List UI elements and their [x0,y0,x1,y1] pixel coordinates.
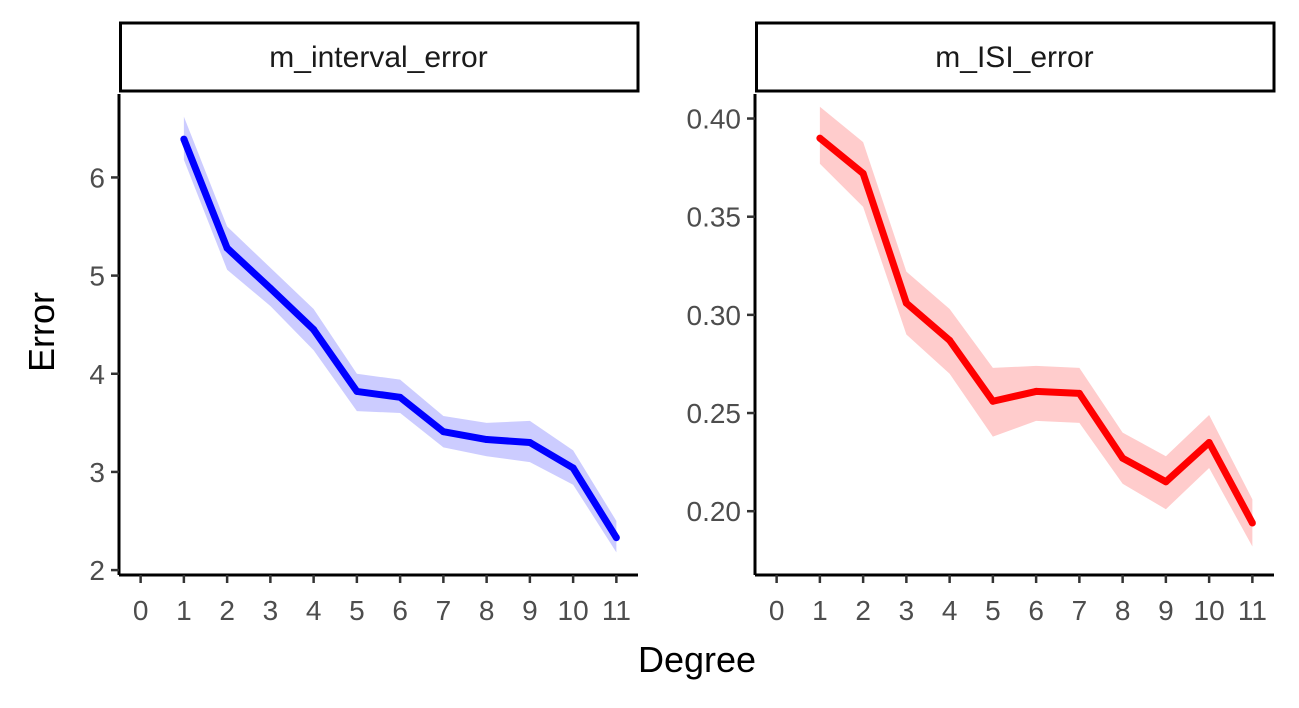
data-point [902,299,910,307]
x-tick-label: 7 [1072,595,1088,626]
confidence-ribbon [819,106,1253,547]
confidence-ribbon [183,116,617,553]
x-tick-label: 4 [942,595,958,626]
x-tick-label: 8 [1115,595,1131,626]
y-tick-label: 4 [89,359,105,390]
data-point [859,170,867,178]
data-point [180,135,188,143]
data-point [1075,389,1083,397]
x-tick-label: 3 [263,595,279,626]
data-point [1162,478,1170,486]
x-tick-label: 10 [1194,595,1225,626]
y-tick-label: 5 [89,261,105,292]
y-tick-label: 0.40 [687,104,742,135]
x-tick-label: 2 [219,595,235,626]
x-tick-label: 5 [985,595,1001,626]
series-line [180,137,620,540]
x-tick-label: 2 [855,595,871,626]
facet-strip-label: m_interval_error [269,41,487,74]
x-tick-label: 8 [479,595,495,626]
x-tick-label: 9 [522,595,538,626]
data-point [816,134,824,142]
data-point [1119,454,1127,462]
x-tick-label: 0 [769,595,785,626]
facet-strip-label: m_ISI_error [935,41,1093,74]
x-tick-label: 1 [176,595,192,626]
x-tick-label: 4 [306,595,322,626]
data-point [223,244,231,252]
y-tick-label: 3 [89,457,105,488]
data-point [946,336,954,344]
data-point [396,393,404,401]
series-line [817,135,1256,525]
x-tick-label: 5 [349,595,365,626]
x-tick-label: 11 [1238,595,1267,626]
data-point [612,534,620,542]
data-point [569,464,577,472]
data-point [1032,387,1040,395]
facet-panel-2: m_ISI_error 0.20 0.25 0.30 0.35 0.40 0 1 2 3 4 5 6 7 8… [687,21,1276,626]
facet-strip [119,21,640,93]
x-tick-label: 6 [1028,595,1044,626]
facet-strip [755,21,1276,93]
data-point [353,387,361,395]
data-point [439,428,447,436]
y-axis-title: Error [21,292,62,372]
data-point [310,326,318,334]
data-point [989,397,997,405]
x-tick-label: 0 [133,595,149,626]
data-point [1205,438,1213,446]
data-point [483,436,491,444]
x-axis-title: Degree [638,639,756,680]
y-tick-label: 0.30 [687,300,742,331]
data-point [266,284,274,292]
x-tick-label: 9 [1158,595,1174,626]
x-tick-label: 10 [558,595,589,626]
y-tick-label: 0.25 [687,398,742,429]
x-tick-label: 6 [392,595,408,626]
y-tick-label: 2 [89,555,105,586]
y-tick-label: 0.20 [687,496,742,527]
x-tick-label: 7 [436,595,452,626]
data-point [1248,519,1256,527]
x-tick-label: 11 [602,595,631,626]
y-tick-label: 0.35 [687,202,742,233]
data-point [526,438,534,446]
y-tick-label: 6 [89,162,105,193]
x-tick-label: 3 [899,595,915,626]
x-tick-label: 1 [812,595,828,626]
